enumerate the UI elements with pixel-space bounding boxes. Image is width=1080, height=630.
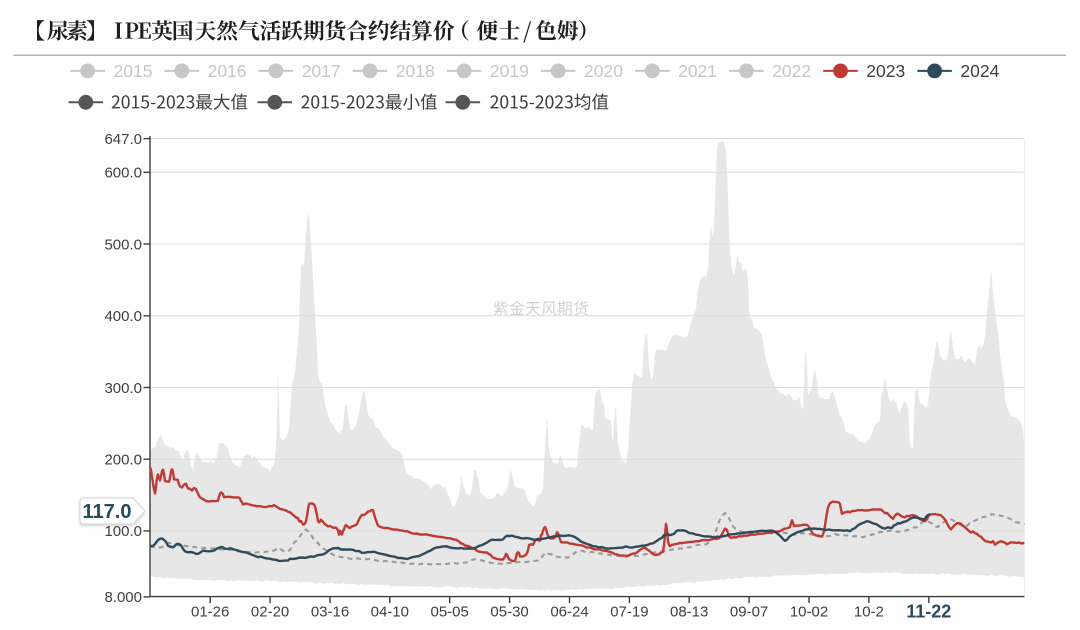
svg-text:2017: 2017 (302, 61, 341, 81)
svg-text:300.0: 300.0 (104, 380, 142, 397)
svg-text:05-05: 05-05 (431, 604, 469, 621)
svg-text:2020: 2020 (584, 61, 623, 81)
svg-text:04-10: 04-10 (371, 604, 409, 621)
svg-text:200.0: 200.0 (104, 452, 142, 469)
svg-text:10-02: 10-02 (790, 604, 828, 621)
svg-text:2016: 2016 (208, 61, 247, 81)
svg-text:05-30: 05-30 (490, 604, 528, 621)
svg-text:2019: 2019 (490, 61, 529, 81)
svg-text:600.0: 600.0 (104, 165, 142, 182)
svg-text:07-19: 07-19 (610, 604, 648, 621)
svg-text:08-13: 08-13 (670, 604, 708, 621)
svg-text:06-24: 06-24 (550, 604, 588, 621)
svg-text:2023: 2023 (866, 61, 905, 81)
svg-text:03-16: 03-16 (311, 604, 349, 621)
svg-text:500.0: 500.0 (104, 236, 142, 253)
svg-text:01-26: 01-26 (191, 604, 229, 621)
svg-text:647.0: 647.0 (104, 131, 142, 148)
svg-text:100.0: 100.0 (104, 523, 142, 540)
svg-text:11-22: 11-22 (906, 602, 951, 622)
svg-text:02-20: 02-20 (251, 604, 289, 621)
svg-text:09-07: 09-07 (730, 604, 768, 621)
svg-text:2022: 2022 (772, 61, 811, 81)
svg-text:2015: 2015 (114, 61, 153, 81)
svg-text:2021: 2021 (678, 61, 717, 81)
svg-text:2018: 2018 (396, 61, 435, 81)
svg-text:117.0: 117.0 (83, 501, 132, 523)
svg-text:400.0: 400.0 (104, 308, 142, 325)
svg-text:8.000: 8.000 (104, 589, 142, 606)
svg-text:2024: 2024 (960, 61, 999, 81)
svg-text:10-2: 10-2 (854, 604, 884, 621)
